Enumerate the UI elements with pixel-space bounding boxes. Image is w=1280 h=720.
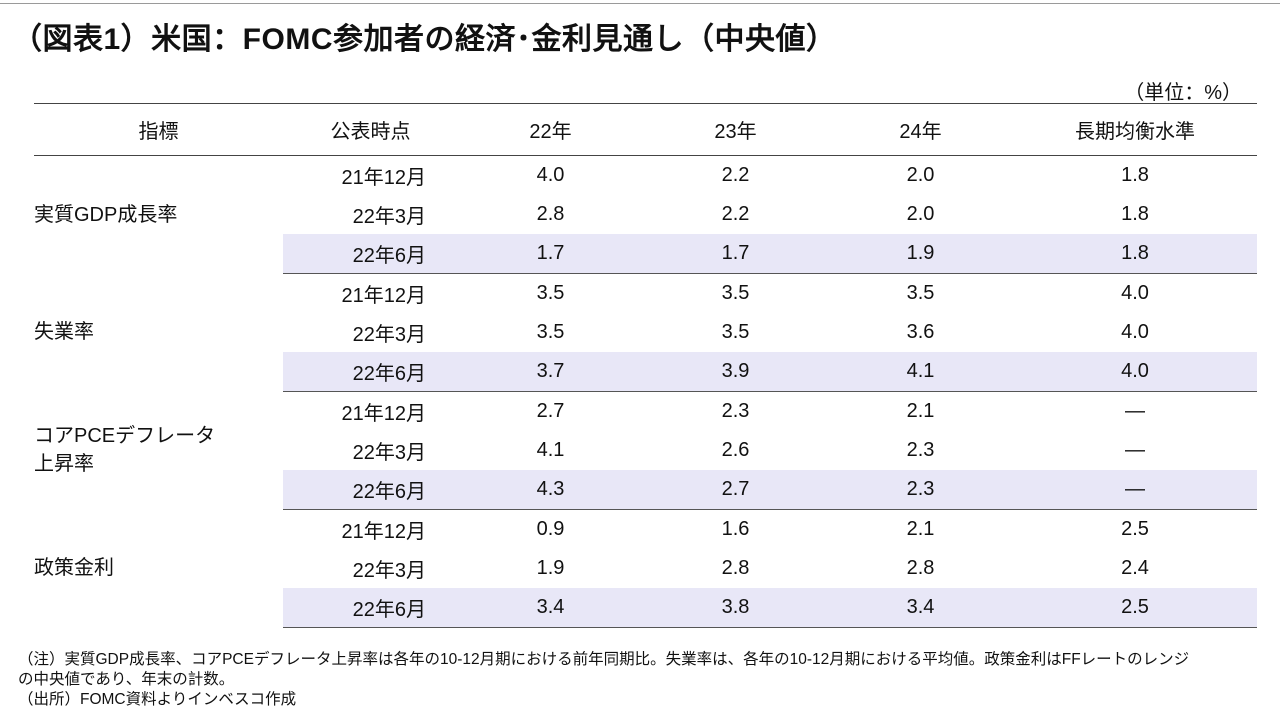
period-cell: 21年12月 (341, 284, 427, 307)
header-longer-run: 長期均衡水準 (1013, 103, 1257, 156)
table-row-highlighted: 22年6月 4.3 2.7 2.3 ― (34, 469, 1257, 510)
value-cell: 3.5 (536, 320, 565, 343)
value-cell: 3.5 (721, 281, 750, 304)
value-cell: 2.1 (906, 517, 935, 540)
value-cell: 3.4 (828, 587, 1013, 628)
group-core-pce: コアPCEデフレータ 上昇率 21年12月 2.7 2.3 2.1 ― 22年3… (34, 391, 1257, 510)
period-cell: 22年3月 (352, 441, 426, 464)
value-cell: 0.9 (536, 517, 565, 540)
value-cell: 1.8 (1121, 202, 1149, 225)
header-2022: 22年 (458, 103, 643, 156)
indicator-real-gdp: 実質GDP成長率 (34, 203, 178, 226)
value-cell: 1.7 (643, 234, 828, 274)
value-cell: 2.0 (906, 163, 935, 186)
note-line-2: の中央値であり、年末の計数。 (18, 671, 235, 688)
value-cell: 2.2 (721, 163, 750, 186)
header-indicator: 指標 (34, 103, 283, 156)
value-cell: 2.8 (721, 556, 750, 579)
table-row: コアPCEデフレータ 上昇率 21年12月 2.7 2.3 2.1 ― (34, 391, 1257, 476)
value-cell: 4.0 (536, 163, 565, 186)
table-row-highlighted: 22年6月 1.7 1.7 1.9 1.8 (34, 234, 1257, 274)
value-cell: 2.0 (906, 202, 935, 225)
value-cell: 4.0 (1121, 281, 1149, 304)
value-cell: 1.8 (1013, 234, 1257, 274)
value-cell: 2.3 (721, 399, 750, 422)
period-cell: 22年6月 (283, 469, 458, 510)
value-cell: 3.6 (906, 320, 935, 343)
indicator-unemployment: 失業率 (34, 321, 94, 344)
value-cell: 3.5 (536, 281, 565, 304)
fomc-projections-table: 指標 公表時点 22年 23年 24年 長期均衡水準 実質GDP成長率 21年1… (34, 103, 1257, 628)
value-cell: ― (1013, 469, 1257, 510)
value-cell: 1.7 (458, 234, 643, 274)
value-cell: 3.5 (906, 281, 935, 304)
source-note: （出所）FOMC資料よりインベスコ作成 (18, 691, 297, 708)
table-row: 失業率 21年12月 3.5 3.5 3.5 4.0 (34, 273, 1257, 344)
table-row: 22年3月 1.9 2.8 2.8 2.4 (34, 548, 1257, 587)
value-cell: 2.5 (1013, 587, 1257, 628)
period-cell: 22年6月 (283, 234, 458, 274)
period-cell: 21年12月 (341, 402, 427, 425)
value-cell: 4.1 (828, 351, 1013, 392)
table-row: 22年3月 3.5 3.5 3.6 4.0 (34, 313, 1257, 352)
period-cell: 22年3月 (352, 205, 426, 228)
table-row: 22年3月 2.8 2.2 2.0 1.8 (34, 195, 1257, 234)
value-cell: 1.9 (828, 234, 1013, 274)
value-cell: 4.1 (536, 438, 565, 461)
value-cell: 2.4 (1121, 556, 1149, 579)
value-cell: 4.0 (1013, 351, 1257, 392)
unit-label: （単位：%） (1124, 82, 1242, 104)
period-cell: 22年6月 (283, 351, 458, 392)
value-cell: 2.8 (906, 556, 935, 579)
value-cell: 4.3 (458, 469, 643, 510)
indicator-policy-rate: 政策金利 (34, 557, 114, 580)
value-cell: 3.9 (643, 351, 828, 392)
value-cell: 2.3 (906, 438, 935, 461)
note-line-1: （注）実質GDP成長率、コアPCEデフレータ上昇率は各年の10-12月期における… (18, 651, 1190, 668)
value-cell: 2.2 (721, 202, 750, 225)
table-row: 実質GDP成長率 21年12月 4.0 2.2 2.0 1.8 (34, 156, 1257, 226)
header-2023: 23年 (643, 103, 828, 156)
top-divider (0, 3, 1280, 4)
table-row-highlighted: 22年6月 3.7 3.9 4.1 4.0 (34, 351, 1257, 392)
value-cell: 2.7 (536, 399, 565, 422)
value-cell: 2.3 (828, 469, 1013, 510)
period-cell: 22年3月 (352, 559, 426, 582)
indicator-core-pce-line2: 上昇率 (34, 453, 94, 476)
indicator-core-pce-line1: コアPCEデフレータ (34, 425, 216, 448)
indicator-core-pce: コアPCEデフレータ 上昇率 (34, 391, 283, 509)
group-real-gdp: 実質GDP成長率 21年12月 4.0 2.2 2.0 1.8 22年3月 2.… (34, 156, 1257, 274)
value-cell: ― (1125, 399, 1145, 422)
value-cell: 2.1 (906, 399, 935, 422)
value-cell: 1.6 (721, 517, 750, 540)
group-unemployment: 失業率 21年12月 3.5 3.5 3.5 4.0 22年3月 3.5 3.5… (34, 273, 1257, 392)
period-cell: 22年6月 (283, 587, 458, 628)
period-cell: 21年12月 (341, 166, 427, 189)
period-cell: 21年12月 (341, 520, 427, 543)
value-cell: ― (1125, 438, 1145, 461)
header-row: 指標 公表時点 22年 23年 24年 長期均衡水準 (34, 103, 1257, 156)
value-cell: 3.5 (721, 320, 750, 343)
value-cell: 3.4 (458, 587, 643, 628)
value-cell: 2.7 (643, 469, 828, 510)
value-cell: 2.6 (721, 438, 750, 461)
value-cell: 4.0 (1121, 320, 1149, 343)
table-row: 政策金利 21年12月 0.9 1.6 2.1 2.5 (34, 509, 1257, 580)
table-row: 22年3月 4.1 2.6 2.3 ― (34, 431, 1257, 470)
footnotes: （注）実質GDP成長率、コアPCEデフレータ上昇率は各年の10-12月期における… (18, 650, 1268, 710)
table-row-highlighted: 22年6月 3.4 3.8 3.4 2.5 (34, 587, 1257, 628)
value-cell: 2.8 (536, 202, 565, 225)
group-policy-rate: 政策金利 21年12月 0.9 1.6 2.1 2.5 22年3月 1.9 2.… (34, 509, 1257, 628)
header-2024: 24年 (828, 103, 1013, 156)
value-cell: 1.9 (536, 556, 565, 579)
header-period: 公表時点 (283, 103, 458, 156)
value-cell: 2.5 (1121, 517, 1149, 540)
page-title: （図表1）米国：FOMC参加者の経済･金利見通し（中央値） (12, 23, 837, 56)
value-cell: 1.8 (1121, 163, 1149, 186)
period-cell: 22年3月 (352, 323, 426, 346)
value-cell: 3.7 (458, 351, 643, 392)
value-cell: 3.8 (643, 587, 828, 628)
